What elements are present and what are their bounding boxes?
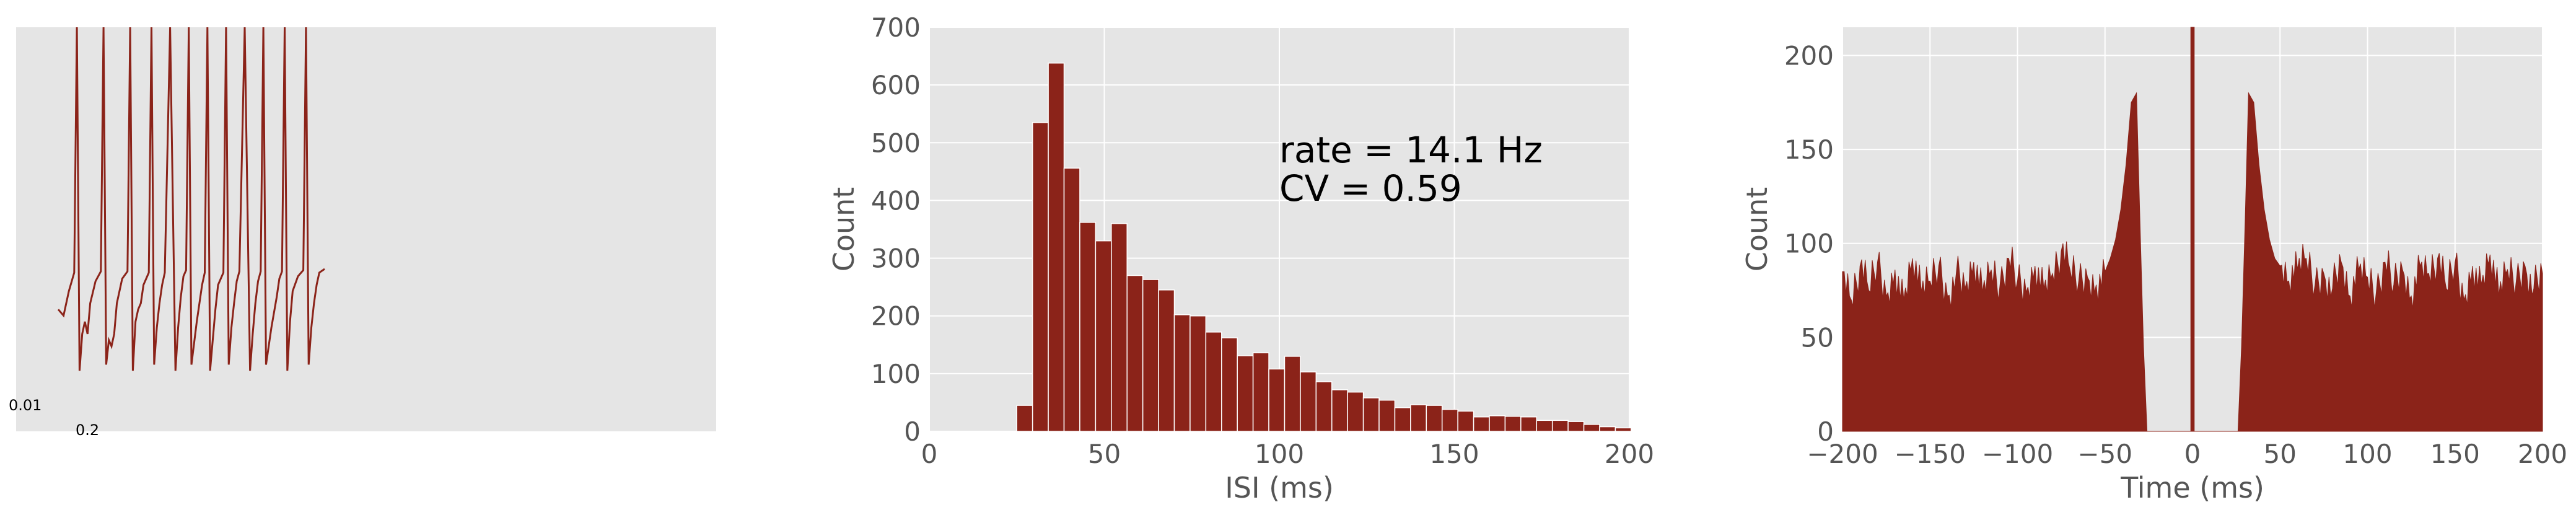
isi-histogram-panel: 0 50 100 150 200 0 100 200 300 400 500 600 700 ISI … — [827, 12, 1654, 504]
voltage-trace-line — [57, 27, 325, 371]
acg-x-tick-labels: −200 −150 −100 −50 0 50 100 150 200 — [1807, 439, 2567, 469]
isi-bar — [1315, 381, 1333, 432]
isi-bar — [1520, 416, 1538, 432]
isi-bar — [1457, 410, 1474, 432]
isi-bar — [1142, 279, 1159, 432]
isi-bar — [1205, 332, 1222, 432]
isi-bar — [1237, 355, 1254, 432]
isi-bar — [1473, 416, 1490, 432]
acg-x-tick: 50 — [2264, 439, 2297, 469]
trace-panel: 0.01 0.2 — [9, 27, 716, 439]
acg-y-tick: 50 — [1801, 322, 1834, 353]
isi-y-tick: 0 — [904, 416, 921, 447]
acg-x-tick: 200 — [2518, 439, 2567, 469]
acg-y-axis-label: Count — [1740, 187, 1774, 272]
cv-annotation: CV = 0.59 — [1279, 167, 1462, 209]
isi-bar — [1063, 167, 1080, 432]
acg-x-tick: −100 — [1982, 439, 2053, 469]
isi-bar — [1331, 389, 1348, 432]
isi-x-tick: 200 — [1605, 439, 1654, 469]
isi-bar — [1016, 405, 1033, 432]
isi-y-tick: 700 — [871, 12, 921, 43]
isi-bar — [1410, 404, 1427, 432]
isi-bar — [1426, 405, 1443, 432]
isi-y-tick: 600 — [871, 70, 921, 100]
acg-x-tick: −200 — [1807, 439, 1878, 469]
isi-bar — [1252, 352, 1269, 432]
isi-bar — [1048, 62, 1065, 432]
acg-y-tick: 100 — [1784, 229, 1834, 259]
autocorrelogram-panel: −200 −150 −100 −50 0 50 100 150 200 0 50 100 150 200… — [1740, 27, 2567, 504]
isi-bar — [1095, 240, 1112, 432]
isi-x-axis-label: ISI (ms) — [1225, 471, 1334, 504]
isi-bar — [1567, 421, 1585, 432]
isi-bar — [1300, 371, 1317, 432]
isi-bar — [1032, 121, 1049, 432]
acg-y-tick: 0 — [1817, 416, 1834, 447]
isi-bar — [1347, 391, 1364, 432]
isi-y-tick: 500 — [871, 128, 921, 158]
isi-bar — [1189, 315, 1207, 432]
isi-bar — [1268, 368, 1286, 432]
trace-plot-area — [16, 27, 716, 431]
isi-bar — [1173, 314, 1191, 432]
acg-y-tick: 200 — [1784, 40, 1834, 71]
scale-bar-y-label: 0.01 — [9, 397, 42, 414]
isi-y-tick-labels: 0 100 200 300 400 500 600 700 — [871, 12, 921, 447]
isi-y-tick: 400 — [871, 185, 921, 216]
isi-bar — [1441, 408, 1458, 432]
acg-x-tick: −150 — [1895, 439, 1966, 469]
isi-bar — [1111, 222, 1128, 432]
isi-bar — [1599, 426, 1616, 432]
isi-x-tick: 100 — [1255, 439, 1304, 469]
isi-bars — [1016, 62, 1632, 432]
isi-bar — [1378, 399, 1396, 432]
isi-bar — [1489, 415, 1506, 432]
autocorrelogram-area — [1842, 27, 2543, 432]
acg-x-tick: −50 — [2077, 439, 2132, 469]
isi-bar — [1583, 424, 1600, 432]
isi-bar — [1551, 420, 1569, 432]
isi-x-tick-labels: 0 50 100 150 200 — [921, 439, 1654, 469]
isi-bar — [1362, 397, 1380, 432]
isi-y-tick: 200 — [871, 301, 921, 332]
isi-y-tick: 300 — [871, 244, 921, 274]
isi-bar — [1284, 356, 1301, 432]
acg-y-tick-labels: 0 50 100 150 200 — [1784, 40, 1834, 447]
isi-x-tick: 150 — [1429, 439, 1479, 469]
isi-y-axis-label: Count — [827, 187, 861, 272]
isi-bar — [1536, 420, 1553, 432]
rate-annotation: rate = 14.1 Hz — [1279, 129, 1543, 171]
isi-bar — [1394, 407, 1411, 432]
isi-x-tick: 50 — [1088, 439, 1121, 469]
isi-bar — [1221, 337, 1238, 432]
isi-x-tick: 0 — [921, 439, 938, 469]
scale-bar-x-label: 0.2 — [76, 421, 99, 439]
acg-x-axis-label: Time (ms) — [2120, 471, 2264, 504]
acg-x-tick: 100 — [2342, 439, 2392, 469]
acg-x-tick: 150 — [2430, 439, 2480, 469]
isi-bar — [1126, 275, 1144, 432]
acg-y-tick: 150 — [1784, 134, 1834, 165]
isi-bar — [1614, 427, 1632, 432]
isi-bar — [1079, 222, 1097, 432]
isi-bar — [1504, 416, 1522, 432]
acg-x-tick: 0 — [2184, 439, 2201, 469]
isi-bar — [1158, 289, 1175, 432]
isi-y-tick: 100 — [871, 359, 921, 389]
